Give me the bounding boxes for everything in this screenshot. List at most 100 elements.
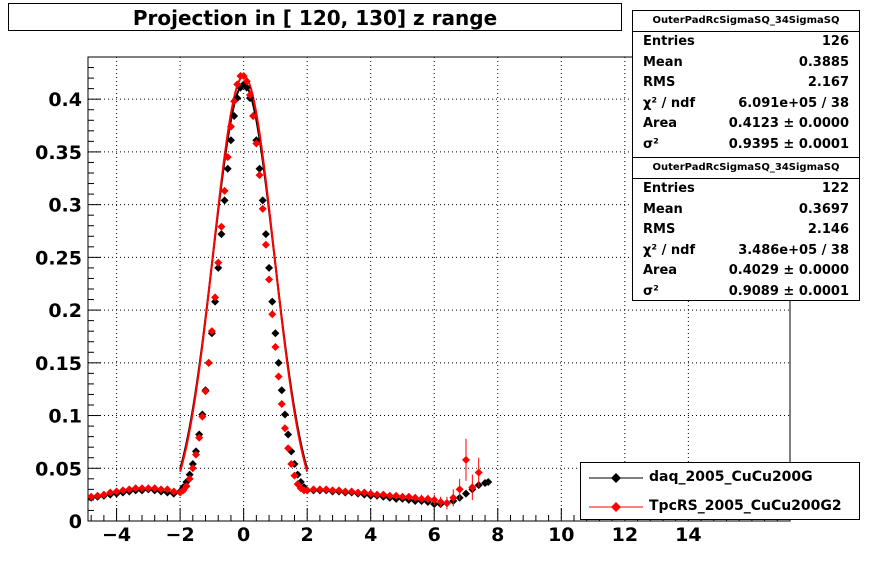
data-point (223, 153, 232, 162)
data-point (315, 485, 324, 494)
data-point (246, 90, 254, 99)
data-point (284, 430, 293, 439)
stats-label: Entries (643, 34, 695, 49)
data-point (150, 484, 159, 493)
stats-label: Mean (643, 201, 683, 217)
data-point (118, 486, 127, 495)
x-tick-label: 14 (675, 524, 701, 546)
stats-value: 0.4123 ± 0.0000 (728, 116, 849, 132)
stats-value: 6.091e+05 / 38 (738, 95, 849, 111)
data-point (334, 486, 343, 495)
stats-row: Mean 0.3885 (633, 53, 859, 74)
data-point (99, 490, 108, 499)
data-point (220, 196, 229, 205)
data-point (347, 487, 356, 496)
legend-entry-tpcrs: TpcRS_2005_CuCu200G2 (581, 492, 859, 521)
marker-layer (87, 71, 493, 510)
data-point (411, 493, 420, 502)
data-point (255, 164, 264, 173)
data-point (290, 471, 299, 480)
data-point (252, 139, 261, 148)
stats-row: σ² 0.9395 ± 0.0001 (633, 135, 859, 156)
x-tick-label: −4 (102, 524, 131, 546)
data-point (379, 490, 388, 499)
data-point (220, 186, 229, 195)
data-point (169, 487, 178, 496)
data-point (468, 483, 477, 492)
legend: daq_2005_CuCu200G TpcRS_2005_CuCu200G2 (580, 462, 860, 520)
data-point (185, 470, 194, 479)
data-point (436, 498, 445, 507)
stats-row: χ² / ndf 6.091e+05 / 38 (633, 94, 859, 115)
data-point (87, 492, 96, 501)
data-point (239, 71, 248, 80)
x-tick-label: 6 (428, 524, 441, 546)
data-point (274, 372, 283, 381)
x-tick-label: 2 (301, 524, 314, 546)
stats-value: 3.486e+05 / 38 (738, 242, 849, 258)
x-tick-label: 12 (612, 524, 638, 546)
data-point (430, 495, 439, 504)
data-point (280, 410, 289, 419)
data-point (195, 433, 204, 442)
data-point (366, 489, 375, 498)
stats-value: 2.167 (807, 75, 849, 91)
data-point (204, 358, 213, 367)
data-point (207, 327, 216, 336)
stats-row: Entries 126 (633, 32, 859, 53)
data-point (271, 329, 280, 338)
y-tick-label: 0 (69, 511, 82, 533)
data-point (373, 490, 382, 499)
data-point (214, 258, 223, 267)
data-point (185, 474, 194, 483)
data-point (258, 204, 267, 213)
data-point (249, 112, 258, 121)
stats-label: χ² / ndf (643, 95, 696, 111)
data-point (223, 164, 232, 173)
data-point (385, 491, 394, 500)
data-point (417, 494, 426, 503)
y-tick-label: 0.1 (48, 406, 82, 428)
data-point (271, 343, 280, 351)
data-point (277, 399, 286, 408)
data-point (226, 122, 235, 131)
stats-value: 0.4029 ± 0.0000 (728, 263, 849, 279)
data-point (230, 97, 239, 106)
stats-box-2-name: OuterPadRcSigmaSQ_34SigmaSQ (633, 158, 859, 179)
data-point (106, 488, 115, 497)
data-point (265, 263, 274, 272)
legend-label-tpcrs: TpcRS_2005_CuCu200G2 (649, 498, 842, 514)
data-point (211, 293, 220, 302)
data-point (341, 487, 350, 496)
data-point (455, 485, 464, 494)
stats-value: 0.9395 ± 0.0001 (728, 136, 849, 152)
series-tpcrs (87, 71, 483, 510)
stats-label: Mean (643, 54, 683, 70)
y-tick-label: 0.25 (35, 247, 82, 269)
chart-title: Projection in [ 120, 130] z range (8, 3, 622, 31)
stats-box-2: OuterPadRcSigmaSQ_34SigmaSQ Entries 122 M… (632, 157, 860, 301)
data-point (233, 80, 242, 89)
stats-box-1-name: OuterPadRcSigmaSQ_34SigmaSQ (633, 11, 859, 32)
data-point (484, 477, 493, 486)
data-point (287, 460, 296, 469)
data-point (138, 484, 146, 493)
data-point (217, 230, 226, 239)
tick-label-layer: −4 −2 0 2 4 6 8 10 12 14 0 0.05 0.1 0.15 0.2 0.25 0.3 0.3… (35, 89, 701, 546)
stats-label: Area (643, 116, 678, 132)
x-tick-label: 10 (548, 524, 574, 546)
stats-row: σ² 0.9089 ± 0.0001 (633, 282, 859, 303)
data-point (474, 468, 483, 477)
data-point (211, 297, 220, 306)
data-point (258, 196, 267, 205)
data-point (392, 491, 401, 500)
stats-value: 122 (821, 181, 849, 196)
stats-label: σ² (643, 283, 659, 299)
data-point (261, 240, 270, 249)
x-tick-label: 4 (364, 524, 377, 546)
data-point (462, 489, 470, 498)
data-point (112, 487, 121, 496)
x-tick-label: 8 (491, 524, 504, 546)
data-point (354, 488, 362, 497)
